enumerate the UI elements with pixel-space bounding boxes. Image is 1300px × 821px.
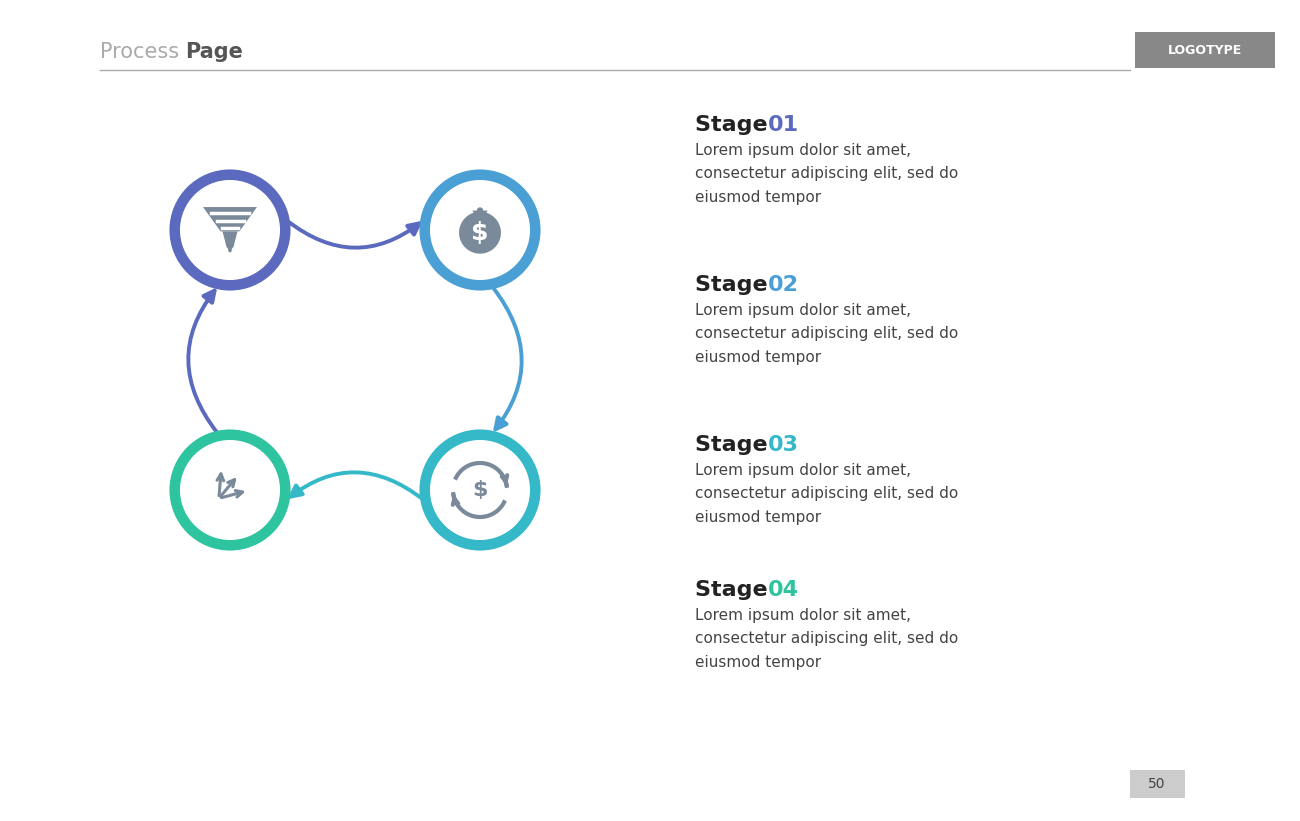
Polygon shape: [472, 210, 488, 213]
Text: Stage: Stage: [696, 435, 775, 455]
Text: 50: 50: [1148, 777, 1166, 791]
Text: Lorem ipsum dolor sit amet,
consectetur adipiscing elit, sed do
eiusmod tempor: Lorem ipsum dolor sit amet, consectetur …: [696, 608, 958, 670]
Circle shape: [430, 440, 530, 540]
Text: $: $: [472, 480, 488, 500]
Circle shape: [179, 180, 280, 280]
FancyArrowPatch shape: [188, 291, 217, 433]
Polygon shape: [222, 232, 238, 248]
Polygon shape: [460, 213, 500, 253]
Text: Page: Page: [185, 42, 243, 62]
Text: Stage: Stage: [696, 115, 775, 135]
Text: 03: 03: [768, 435, 800, 455]
Circle shape: [172, 431, 289, 549]
Polygon shape: [203, 207, 257, 232]
Text: 02: 02: [768, 275, 800, 295]
Text: 04: 04: [768, 580, 800, 600]
FancyBboxPatch shape: [1135, 32, 1275, 68]
Text: Stage: Stage: [696, 275, 775, 295]
Text: $: $: [471, 221, 489, 245]
Text: Stage: Stage: [696, 580, 775, 600]
Circle shape: [430, 180, 530, 280]
Circle shape: [421, 171, 540, 289]
FancyBboxPatch shape: [1130, 770, 1186, 798]
Text: Lorem ipsum dolor sit amet,
consectetur adipiscing elit, sed do
eiusmod tempor: Lorem ipsum dolor sit amet, consectetur …: [696, 463, 958, 525]
Circle shape: [477, 208, 484, 213]
FancyArrowPatch shape: [287, 221, 420, 248]
Text: LOGOTYPE: LOGOTYPE: [1167, 44, 1242, 57]
Text: Process: Process: [100, 42, 186, 62]
Circle shape: [179, 440, 280, 540]
Circle shape: [421, 431, 540, 549]
FancyArrowPatch shape: [493, 287, 521, 429]
Text: Lorem ipsum dolor sit amet,
consectetur adipiscing elit, sed do
eiusmod tempor: Lorem ipsum dolor sit amet, consectetur …: [696, 143, 958, 204]
FancyArrowPatch shape: [291, 472, 422, 499]
Text: Lorem ipsum dolor sit amet,
consectetur adipiscing elit, sed do
eiusmod tempor: Lorem ipsum dolor sit amet, consectetur …: [696, 303, 958, 365]
Circle shape: [172, 171, 289, 289]
Text: 01: 01: [768, 115, 800, 135]
